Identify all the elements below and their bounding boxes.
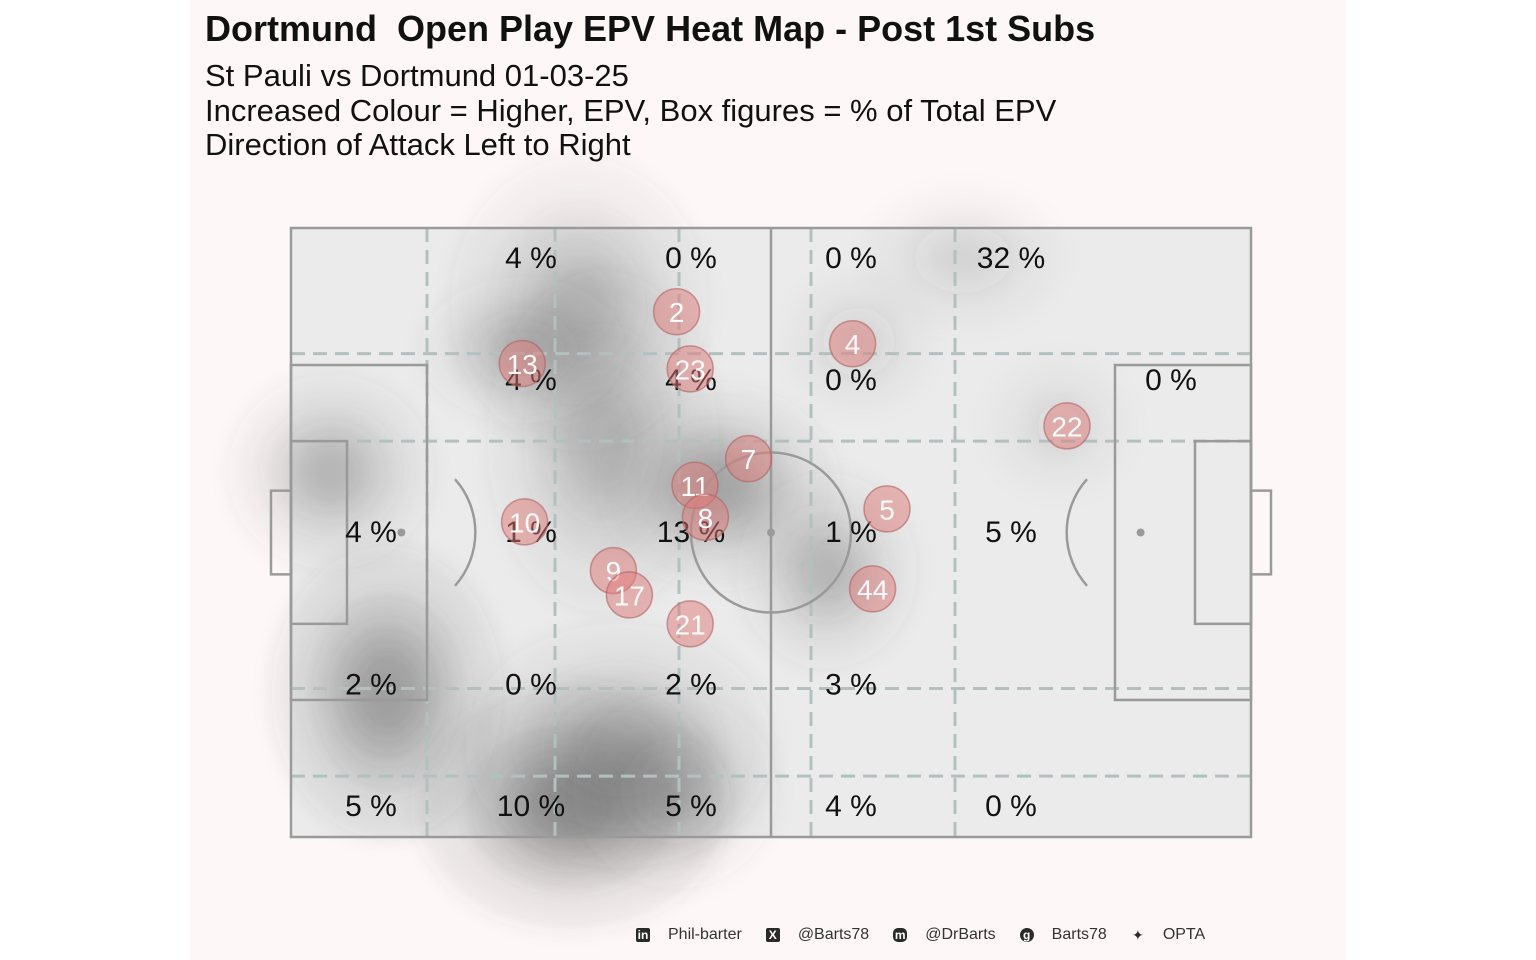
chart-title: Dortmund Open Play EPV Heat Map - Post 1…	[205, 8, 1096, 49]
player-circle	[666, 345, 714, 393]
left-penalty-spot	[397, 528, 406, 537]
player-marker: 4	[828, 319, 877, 368]
player-circle	[652, 287, 701, 336]
zone-label: 4 %	[505, 242, 557, 275]
player-number: 8	[698, 503, 714, 534]
footer-github: Barts78	[1051, 926, 1107, 943]
right-penalty-spot	[1136, 528, 1145, 537]
player-circle	[605, 571, 654, 619]
heat-contour	[934, 237, 992, 280]
player-marker: 13	[498, 339, 546, 388]
x-icon: X	[765, 928, 780, 942]
player-circle	[498, 339, 546, 388]
player-marker: 10	[500, 498, 549, 546]
left-penalty-arc	[454, 478, 477, 587]
player-circle	[500, 498, 549, 546]
zone-label: 0 %	[505, 668, 557, 701]
player-circle	[848, 565, 897, 613]
player-marker: 7	[724, 434, 773, 483]
player-circle	[666, 600, 714, 648]
player-marker: 22	[1043, 402, 1091, 450]
heat-contour	[801, 543, 853, 598]
player-number: 13	[507, 349, 538, 380]
player-marker: 5	[863, 485, 911, 533]
heat-contour	[302, 444, 360, 500]
left-goal	[269, 489, 293, 576]
footer-credits: in Phil-barter X @Barts78 m @DrBarts g B…	[636, 924, 1229, 946]
zone-label: 5 %	[665, 790, 717, 823]
zone-label: 5 %	[985, 516, 1037, 549]
player-circle	[724, 434, 773, 483]
player-circle	[863, 485, 911, 533]
pitch-markings	[269, 226, 1273, 839]
player-marker: 2	[652, 287, 701, 336]
heat-contour	[354, 651, 420, 734]
centre-spot	[767, 528, 775, 537]
right-penalty-arc	[1065, 478, 1088, 587]
zone-grid	[291, 228, 1251, 837]
player-number: 10	[509, 507, 540, 538]
linkedin-icon: in	[636, 928, 650, 942]
zone-label: 32 %	[977, 242, 1045, 275]
zone-label: 0 %	[985, 790, 1037, 823]
player-number: 23	[675, 354, 706, 385]
player-number: 5	[879, 494, 895, 525]
player-number: 2	[669, 297, 685, 328]
zone-label: 10 %	[497, 790, 565, 823]
zone-label: 3 %	[825, 668, 877, 701]
chart-subtitle-legend: Increased Colour = Higher, EPV, Box figu…	[205, 93, 1057, 128]
zone-label: 2 %	[345, 668, 397, 701]
player-marker: 8	[681, 493, 730, 542]
player-marker: 44	[848, 565, 897, 613]
zone-labels: 4 %0 %0 %32 %4 %4 %0 %0 %4 %1 %13 %1 %5 …	[345, 242, 1197, 823]
player-number: 4	[845, 329, 861, 360]
zone-label: 0 %	[825, 364, 877, 397]
heat-blob	[228, 374, 434, 570]
dropbox-icon: ✦	[1131, 926, 1144, 943]
player-number: 21	[675, 609, 706, 640]
mastodon-icon: m	[893, 928, 908, 942]
right-goal	[1249, 489, 1273, 576]
player-number: 44	[857, 574, 888, 605]
player-number: 17	[614, 580, 645, 611]
chart-subtitle-match: St Pauli vs Dortmund 01-03-25	[205, 58, 629, 93]
github-icon: g	[1019, 928, 1034, 942]
zone-label: 0 %	[665, 242, 717, 275]
player-marker: 21	[666, 600, 714, 648]
player-marker: 23	[666, 345, 714, 393]
zone-label: 4 %	[345, 516, 397, 549]
player-marker: 17	[605, 571, 654, 619]
zone-label: 4 %	[825, 790, 877, 823]
footer-x: @Barts78	[797, 926, 870, 943]
footer-data-source: OPTA	[1162, 926, 1206, 943]
player-circle	[681, 493, 730, 542]
zone-label: 2 %	[665, 668, 717, 701]
heat-contour	[646, 763, 704, 819]
footer-mastodon: @DrBarts	[925, 926, 996, 943]
zone-label: 5 %	[345, 790, 397, 823]
chart-subtitle-direction: Direction of Attack Left to Right	[205, 127, 631, 162]
footer-linkedin: Phil-barter	[668, 926, 742, 943]
player-circle	[828, 319, 877, 368]
zone-label: 0 %	[825, 242, 877, 275]
player-number: 7	[741, 444, 757, 475]
heat-blob	[915, 224, 1011, 293]
heat-blob	[572, 693, 778, 889]
player-number: 22	[1051, 411, 1082, 442]
zone-label: 0 %	[1145, 364, 1197, 397]
player-circle	[1043, 402, 1091, 450]
